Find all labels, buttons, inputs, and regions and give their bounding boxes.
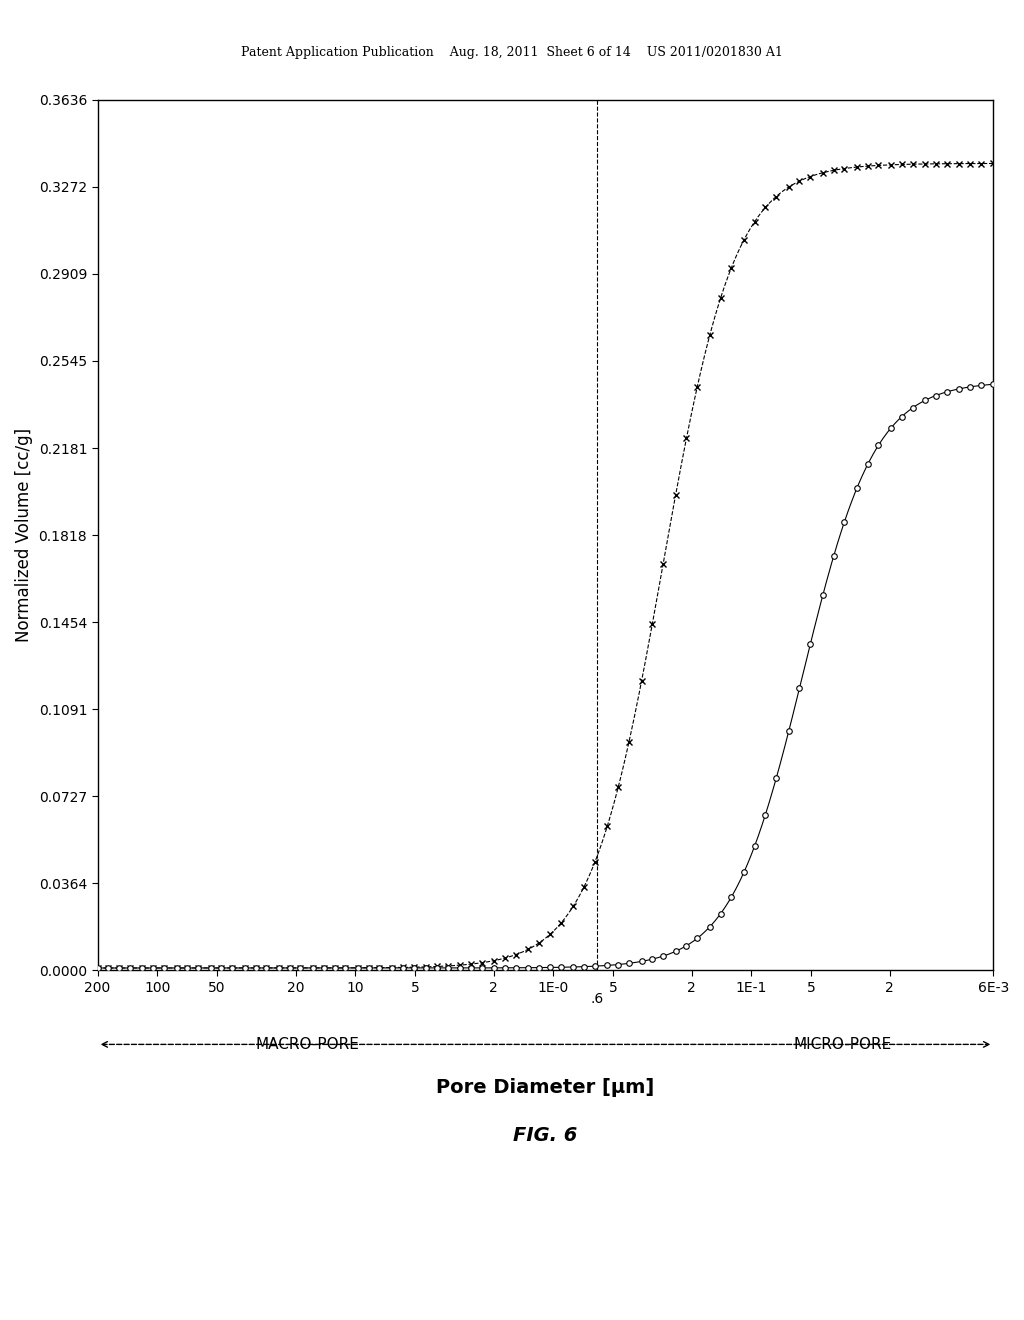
Text: Pore Diameter [μm]: Pore Diameter [μm] [436,1078,654,1097]
Text: .6: .6 [591,993,604,1006]
Text: Patent Application Publication    Aug. 18, 2011  Sheet 6 of 14    US 2011/020183: Patent Application Publication Aug. 18, … [241,46,783,59]
Y-axis label: Normalized Volume [cc/g]: Normalized Volume [cc/g] [15,428,33,642]
Text: MACRO-PORE: MACRO-PORE [256,1038,359,1052]
Text: MICRO-PORE: MICRO-PORE [794,1038,892,1052]
Text: FIG. 6: FIG. 6 [513,1126,578,1146]
